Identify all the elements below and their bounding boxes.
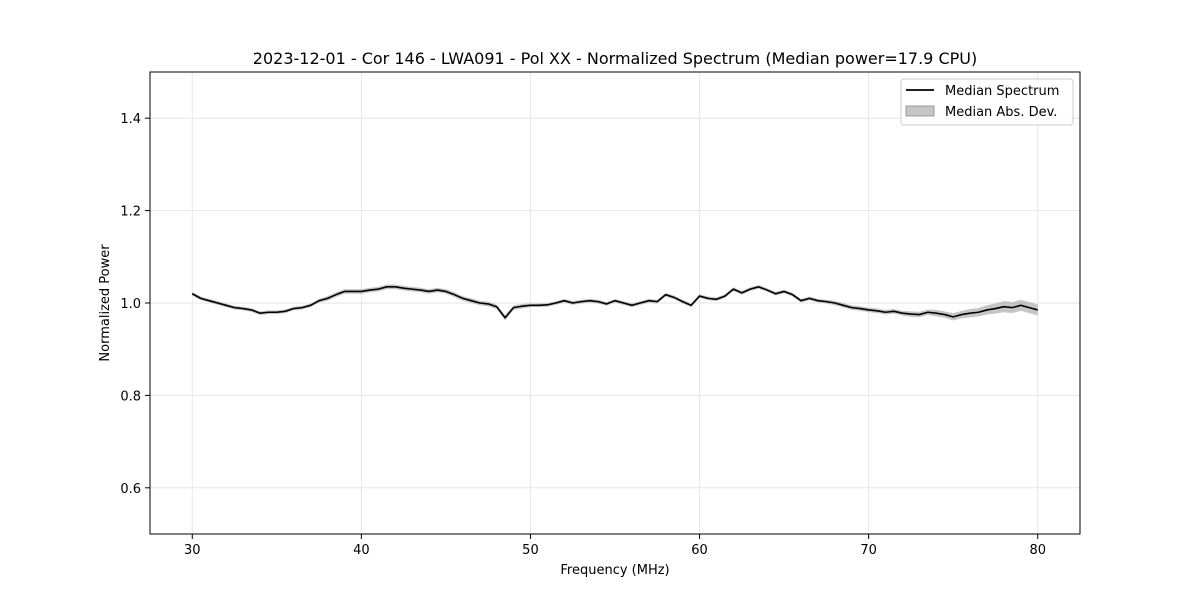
x-axis-ticks: 30 40 50 60 70 80: [184, 534, 1046, 558]
y-axis-label: Normalized Power: [98, 244, 113, 362]
legend-label-median-spectrum: Median Spectrum: [945, 84, 1059, 99]
x-tick-label: 70: [860, 543, 877, 558]
legend-band-swatch: [905, 105, 935, 117]
x-tick-label: 50: [522, 543, 539, 558]
x-tick-label: 30: [184, 543, 201, 558]
chart-title: 2023-12-01 - Cor 146 - LWA091 - Pol XX -…: [253, 49, 977, 68]
y-tick-label: 1.0: [120, 297, 141, 312]
x-tick-label: 80: [1029, 543, 1046, 558]
legend: Median Spectrum Median Abs. Dev.: [900, 78, 1074, 126]
y-tick-label: 0.8: [120, 389, 141, 404]
legend-label-median-abs-dev: Median Abs. Dev.: [945, 105, 1057, 120]
x-tick-label: 40: [353, 543, 370, 558]
legend-frame: [900, 78, 1074, 126]
median-spectrum-line: [191, 286, 1038, 319]
y-axis-ticks: 0.6 0.8 1.0 1.2 1.4: [120, 112, 150, 497]
x-tick-label: 60: [691, 543, 708, 558]
y-tick-label: 1.2: [120, 205, 141, 220]
mad-band: [192, 284, 1038, 321]
y-tick-label: 1.4: [120, 112, 141, 127]
y-tick-label: 0.6: [120, 482, 141, 497]
x-axis-label: Frequency (MHz): [560, 563, 669, 578]
